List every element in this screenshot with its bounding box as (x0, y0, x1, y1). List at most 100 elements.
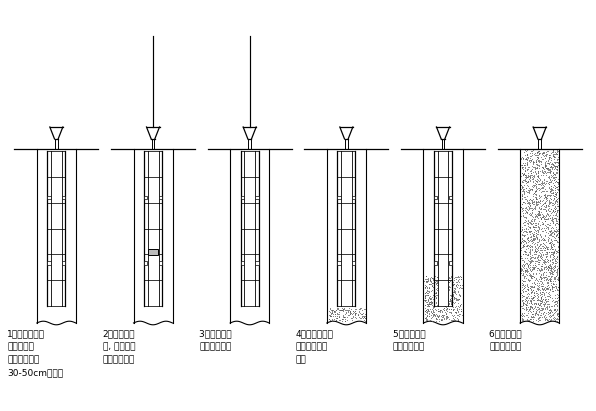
Point (521, 224, 530, 231)
Point (529, 300, 539, 306)
Point (522, 238, 531, 245)
Point (538, 256, 547, 262)
Point (521, 195, 530, 202)
Point (441, 307, 451, 313)
Point (538, 282, 547, 289)
Point (552, 254, 561, 260)
Point (536, 180, 546, 186)
Point (527, 239, 536, 246)
Point (360, 314, 370, 321)
Point (520, 255, 529, 261)
Point (535, 236, 544, 242)
Point (552, 270, 562, 277)
Point (327, 306, 337, 313)
Point (526, 200, 535, 206)
Point (356, 315, 365, 322)
Point (530, 264, 540, 270)
Point (550, 175, 559, 182)
Point (454, 278, 464, 285)
Point (547, 246, 557, 252)
Point (535, 158, 545, 165)
Point (551, 272, 561, 279)
Point (547, 186, 556, 192)
Point (539, 200, 548, 206)
Point (540, 193, 550, 199)
Point (355, 306, 364, 312)
Point (553, 264, 563, 271)
Point (425, 280, 434, 287)
Point (454, 287, 463, 294)
Point (540, 152, 550, 159)
Point (526, 211, 536, 217)
Point (552, 239, 562, 245)
Point (542, 210, 552, 217)
Point (442, 315, 452, 321)
Point (348, 309, 358, 316)
Point (518, 293, 527, 300)
Point (541, 196, 551, 203)
Point (525, 303, 535, 309)
Point (519, 263, 528, 270)
Point (434, 296, 444, 302)
Point (440, 291, 450, 298)
Point (532, 282, 542, 288)
Point (521, 164, 530, 171)
Point (552, 212, 561, 219)
Point (327, 307, 336, 314)
Point (526, 158, 536, 164)
Point (550, 197, 560, 204)
Point (537, 302, 547, 309)
Point (420, 314, 430, 321)
Point (532, 230, 541, 236)
Point (533, 154, 542, 160)
Point (548, 250, 557, 257)
Point (532, 202, 542, 208)
Point (544, 303, 554, 309)
Point (527, 238, 536, 245)
Point (535, 212, 545, 218)
Point (534, 180, 544, 187)
Point (547, 150, 556, 157)
Point (439, 291, 448, 297)
Text: 30-50cm空隙。: 30-50cm空隙。 (7, 368, 63, 377)
Point (531, 262, 541, 269)
Point (519, 259, 529, 266)
Point (552, 217, 562, 224)
Point (537, 289, 547, 296)
Point (524, 249, 534, 255)
Point (431, 316, 440, 323)
Point (452, 296, 461, 302)
Point (523, 312, 532, 319)
Point (517, 226, 527, 233)
Point (436, 284, 445, 291)
Point (530, 240, 539, 247)
Point (547, 187, 556, 193)
Point (536, 194, 545, 201)
Point (542, 210, 551, 217)
Point (523, 164, 533, 170)
Point (420, 278, 429, 284)
Point (527, 303, 536, 309)
Point (436, 294, 445, 301)
Point (521, 203, 530, 210)
Point (524, 221, 533, 227)
Point (547, 163, 556, 169)
Point (436, 315, 446, 322)
Point (431, 279, 440, 286)
Point (523, 282, 532, 288)
Point (548, 261, 557, 268)
Point (549, 171, 558, 177)
Point (540, 261, 550, 268)
Point (427, 275, 436, 282)
Point (551, 232, 560, 239)
Point (526, 283, 535, 289)
Point (525, 158, 535, 165)
Point (541, 204, 551, 211)
Point (521, 304, 530, 311)
Point (551, 227, 560, 234)
Point (551, 158, 561, 165)
Point (532, 210, 542, 217)
Point (434, 308, 444, 314)
Point (423, 288, 433, 295)
Point (432, 279, 441, 286)
